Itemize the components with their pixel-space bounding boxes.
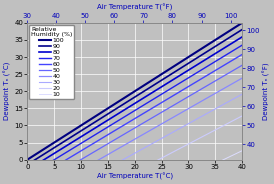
X-axis label: Air Temperature T(°C): Air Temperature T(°C) <box>97 173 173 180</box>
Legend: 100, 90, 80, 70, 60, 50, 40, 30, 20, 10: 100, 90, 80, 70, 60, 50, 40, 30, 20, 10 <box>29 25 74 99</box>
Y-axis label: Dewpoint Tₙ (°C): Dewpoint Tₙ (°C) <box>4 62 12 121</box>
Y-axis label: Dewpoint Tₙ (°F): Dewpoint Tₙ (°F) <box>262 62 270 120</box>
X-axis label: Air Temperature T(°F): Air Temperature T(°F) <box>97 4 172 11</box>
